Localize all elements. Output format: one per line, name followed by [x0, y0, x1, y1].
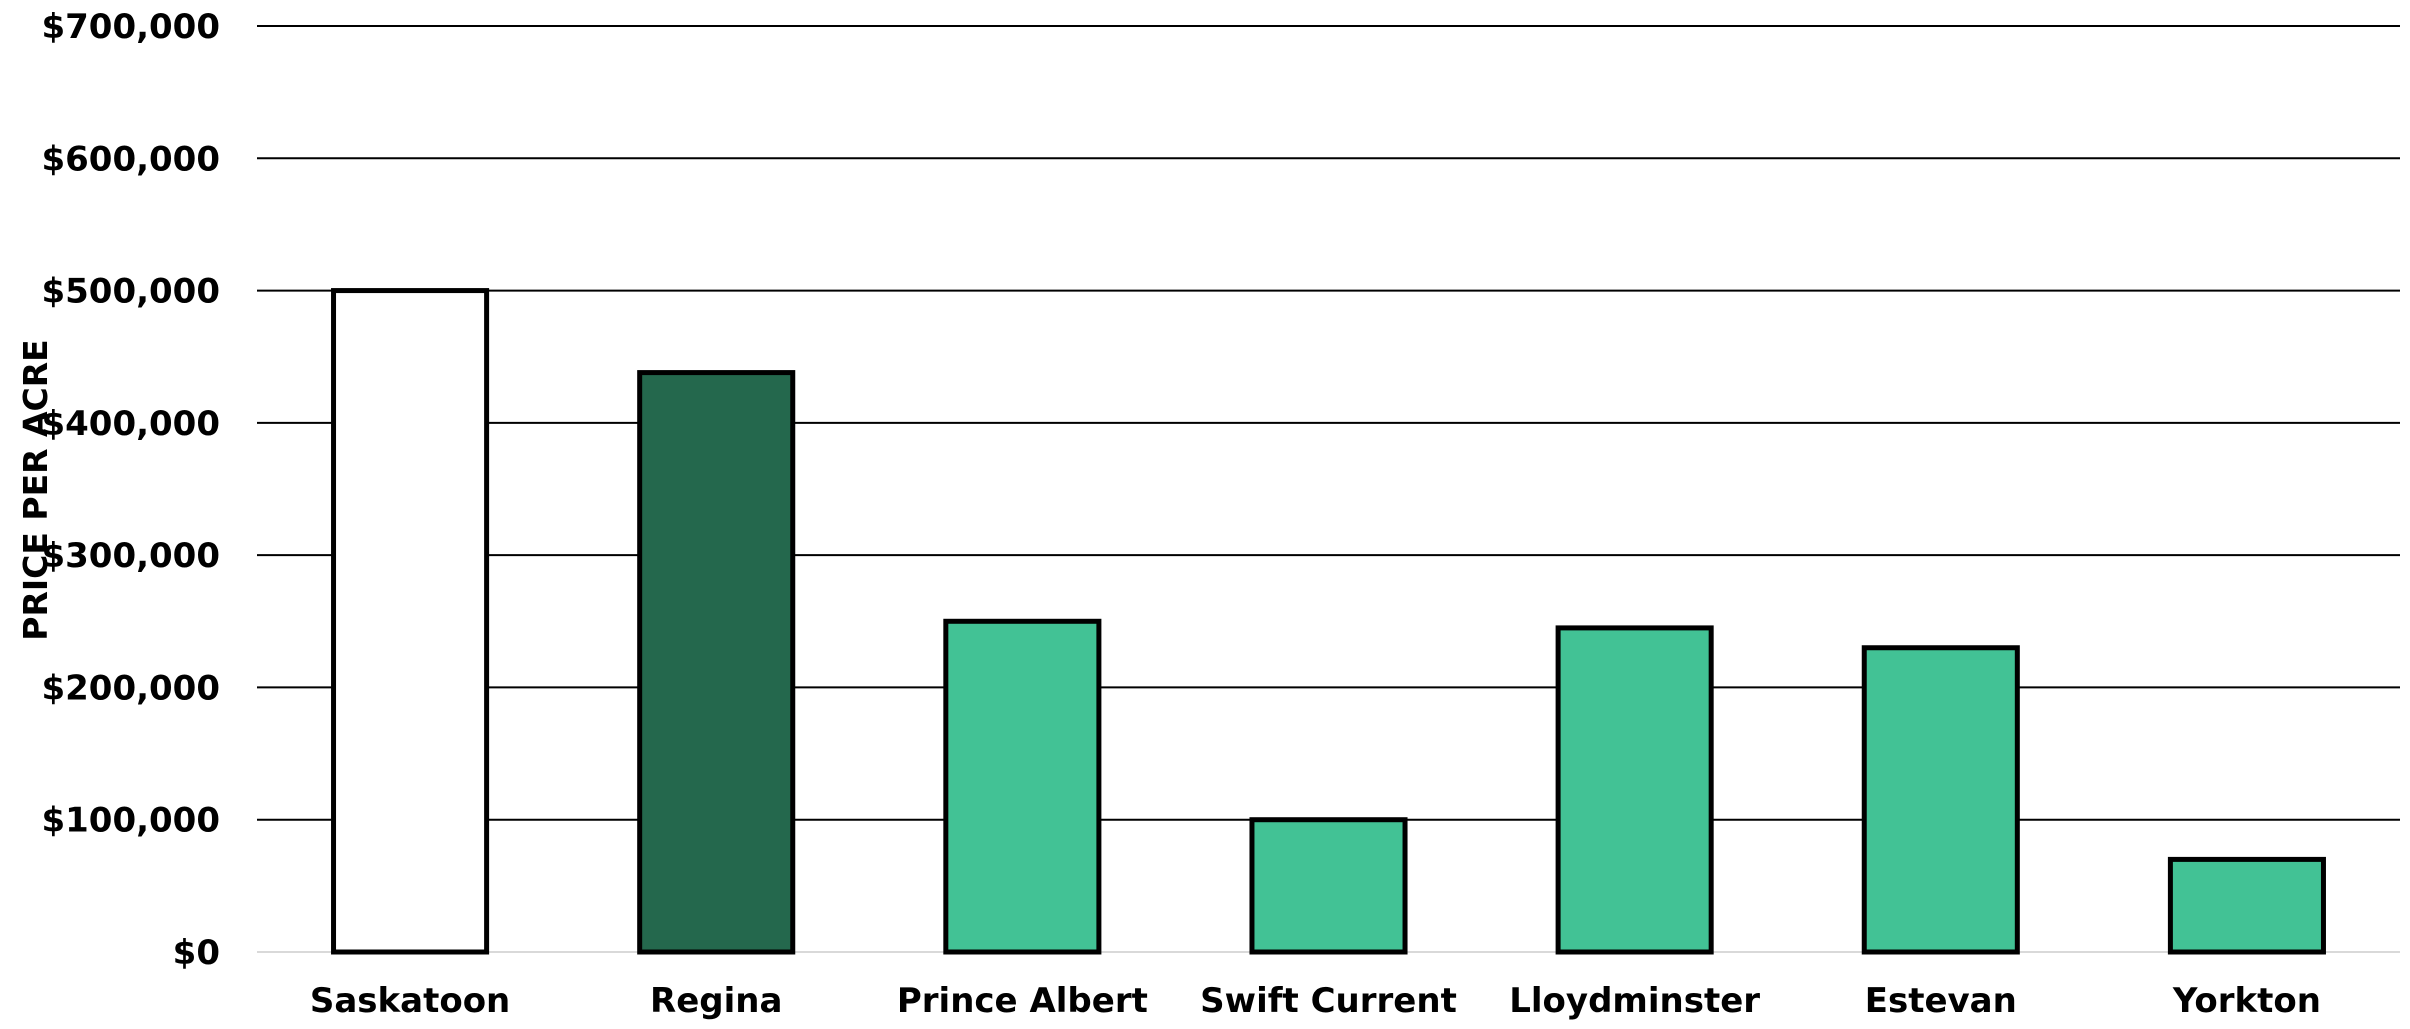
y-tick-label: $700,000 [41, 7, 220, 47]
x-category-label: Saskatoon [310, 981, 510, 1021]
bar-prince-albert [943, 618, 1102, 955]
bar-estevan [1861, 645, 2020, 955]
y-tick-label: $100,000 [41, 801, 220, 841]
x-category-label: Estevan [1865, 981, 2017, 1021]
x-category-label: Prince Albert [897, 981, 1148, 1021]
y-axis-title: PRICE PER ACRE [16, 339, 55, 640]
y-tick-label: $200,000 [41, 668, 220, 708]
y-tick-label: $600,000 [41, 139, 220, 179]
y-tick-label: $400,000 [41, 404, 220, 444]
y-tick-label: $300,000 [41, 536, 220, 576]
x-category-label: Yorkton [2172, 981, 2321, 1021]
gridlines [257, 25, 2400, 953]
bar-lloydminster [1555, 625, 1714, 955]
bars [331, 288, 2326, 955]
bar-yorkton [2167, 856, 2326, 955]
x-category-label: Lloydminster [1509, 981, 1760, 1021]
bar-saskatoon [331, 288, 490, 955]
y-tick-label: $500,000 [41, 272, 220, 312]
y-axis-ticks: $0 $100,000 $200,000 $300,000 $400,000 $500,0… [41, 7, 220, 973]
bar-regina [637, 370, 796, 955]
x-category-label: Regina [650, 981, 782, 1021]
x-axis-categories: Saskatoon Regina Prince Albert Swift Curren… [310, 981, 2321, 1021]
bar-swift-current [1249, 817, 1408, 955]
y-tick-label: $0 [173, 933, 220, 973]
x-category-label: Swift Current [1200, 981, 1457, 1021]
